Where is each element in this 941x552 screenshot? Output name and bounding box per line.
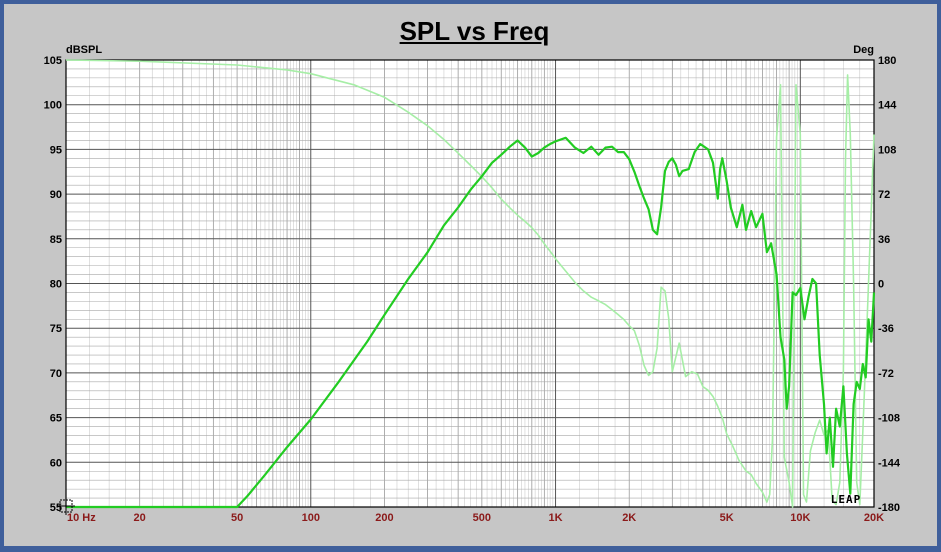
x-tick-label: 100 (302, 512, 320, 524)
labels-layer: 105 100 95 90 85 80 75 70 65 60 55 180 144 108 72 36 0 -3… (44, 55, 901, 524)
y-right-tick-label: -108 (878, 413, 900, 425)
y-left-tick-label: 85 (50, 234, 62, 246)
spl-series-line (66, 136, 876, 509)
y-right-tick-label: 108 (878, 144, 896, 156)
x-tick-label: 50 (231, 512, 243, 524)
y-left-tick-label: 70 (50, 368, 62, 380)
y-axis-right-label: Deg (853, 44, 874, 56)
y-right-tick-label: 0 (878, 279, 884, 291)
x-tick-label: 10 Hz (67, 512, 96, 524)
major-grid (65, 59, 875, 508)
leap-watermark: LEAP (831, 493, 862, 506)
y-right-tick-label: 144 (878, 100, 897, 112)
x-tick-label: 20 (134, 512, 146, 524)
y-left-tick-label: 65 (50, 413, 62, 425)
cursor-crosshair-icon (57, 497, 75, 515)
y-left-tick-label: 75 (50, 323, 62, 335)
y-left-tick-label: 55 (50, 502, 62, 514)
x-tick-label: 1K (549, 512, 563, 524)
y-right-tick-label: 72 (878, 189, 890, 201)
x-tick-label: 20K (864, 512, 884, 524)
y-right-tick-label: -36 (878, 323, 894, 335)
x-tick-label: 2K (622, 512, 636, 524)
x-tick-label: 200 (375, 512, 393, 524)
x-tick-label: 500 (473, 512, 491, 524)
x-tick-label: 10K (790, 512, 810, 524)
y-left-tick-label: 60 (50, 457, 62, 469)
y-left-tick-label: 80 (50, 279, 62, 291)
chart-title: SPL vs Freq (399, 16, 550, 46)
y-right-tick-label: 36 (878, 234, 890, 246)
plot-border (65, 59, 875, 508)
y-right-tick-label: -72 (878, 368, 894, 380)
y-axis-left-label: dBSPL (66, 44, 102, 56)
y-left-tick-label: 105 (44, 55, 62, 67)
x-tick-label: 5K (720, 512, 734, 524)
y-right-tick-label: -144 (878, 457, 901, 469)
y-left-tick-label: 90 (50, 189, 62, 201)
y-right-tick-label: -180 (878, 502, 900, 514)
y-left-tick-label: 100 (44, 100, 62, 112)
y-right-tick-label: 180 (878, 55, 896, 67)
series-layer (65, 59, 876, 509)
y-left-tick-label: 95 (50, 144, 62, 156)
